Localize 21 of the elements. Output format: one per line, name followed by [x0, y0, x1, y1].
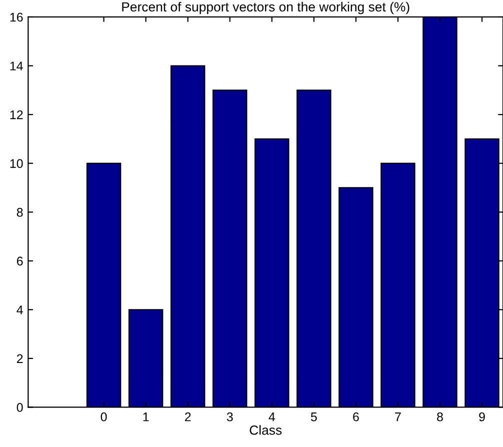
y-tick-label: 0 [16, 403, 23, 412]
x-tick-label: 1 [143, 412, 149, 422]
x-tick-label: 6 [353, 412, 359, 422]
x-tick-label: 4 [268, 412, 275, 422]
chart-title: Percent of support vectors on the working set (%) [122, 2, 410, 14]
y-tick-label: 16 [10, 12, 23, 22]
x-tick-label: 2 [185, 412, 191, 422]
y-tick-label: 14 [10, 62, 23, 70]
y-tick-label: 6 [16, 256, 23, 266]
x-tick-label: 5 [310, 412, 317, 422]
y-tick-label: 8 [16, 208, 23, 217]
x-tick-label: 0 [100, 412, 107, 422]
x-axis-title: Class [250, 425, 282, 435]
y-tick-label: 2 [16, 354, 23, 363]
x-tick-label: 8 [437, 412, 443, 422]
x-tick-label: 7 [395, 412, 401, 422]
x-tick-label: 3 [226, 412, 233, 422]
x-tick-label: 9 [479, 412, 485, 422]
y-tick-label: 4 [16, 306, 23, 314]
y-tick-label: 10 [10, 159, 23, 168]
y-tick-label: 12 [10, 110, 23, 120]
